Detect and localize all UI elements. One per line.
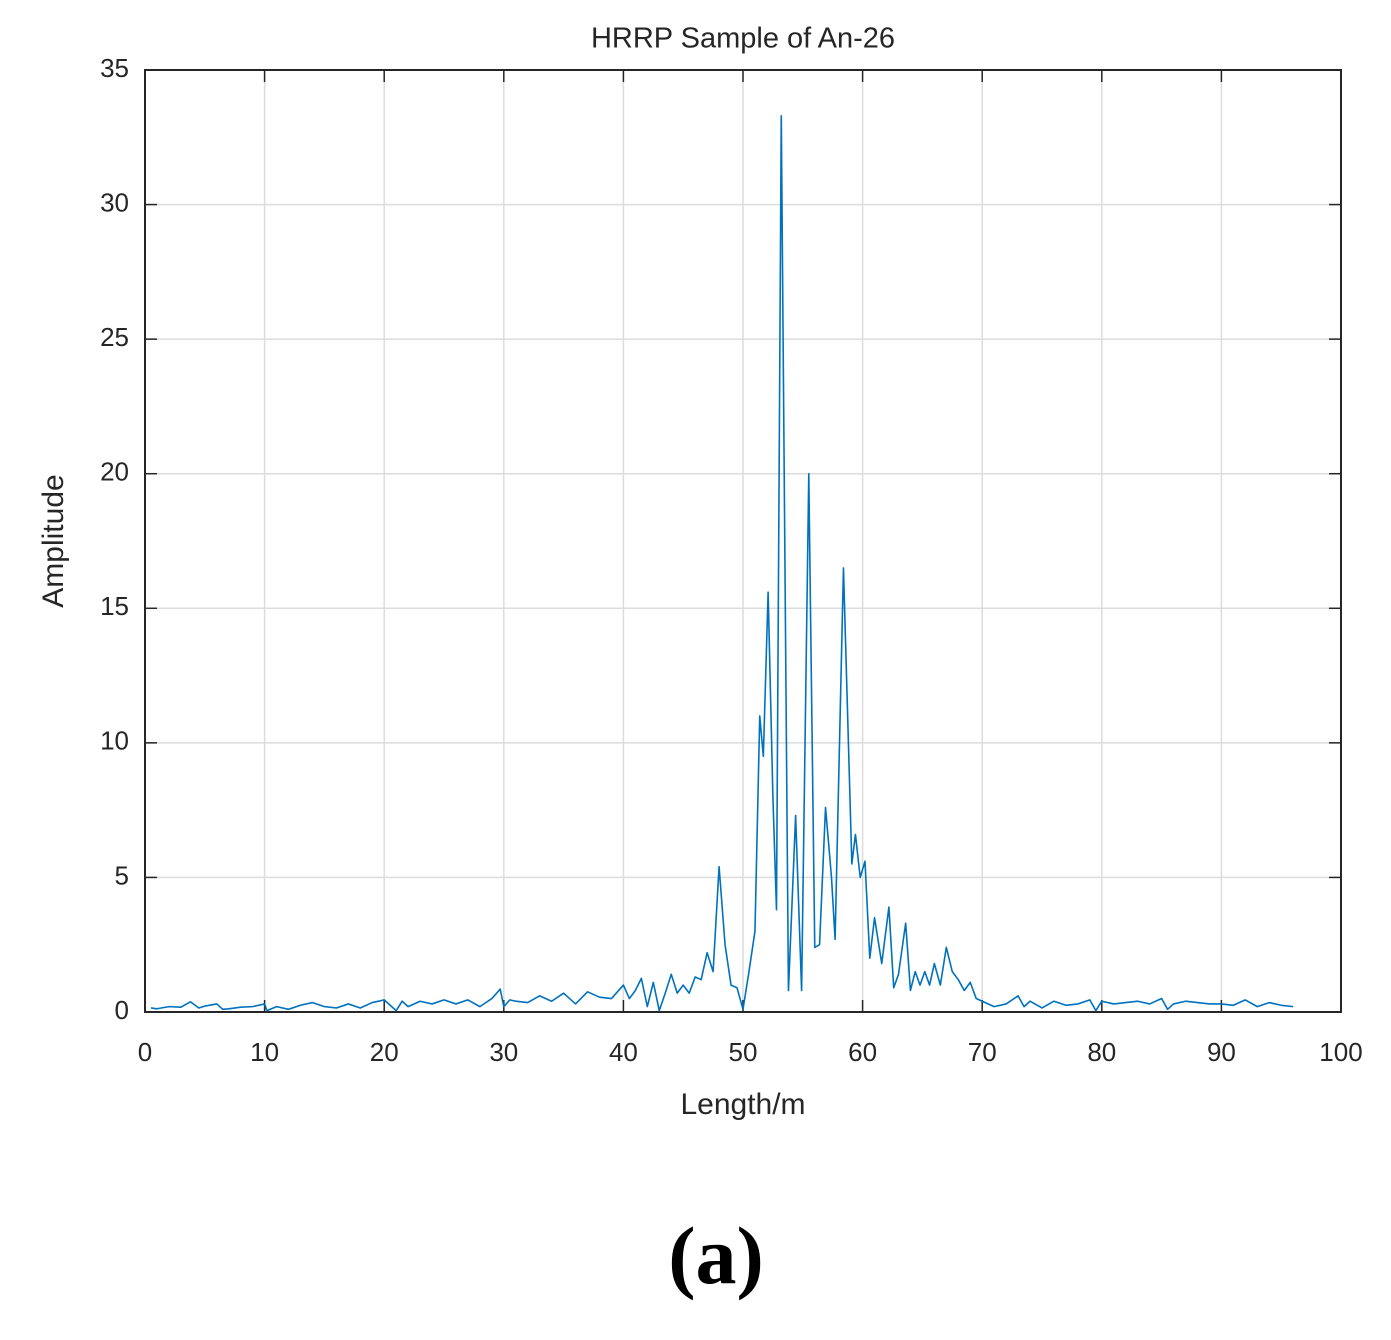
y-tick-label: 30 — [100, 187, 129, 217]
y-tick-label: 0 — [115, 995, 129, 1025]
y-tick-label: 25 — [100, 322, 129, 352]
chart-title: HRRP Sample of An-26 — [591, 23, 895, 55]
x-tick-label: 40 — [609, 1037, 638, 1067]
y-tick-label: 15 — [100, 591, 129, 621]
caption: (a) — [668, 1210, 764, 1301]
y-tick-label: 20 — [100, 457, 129, 487]
data-line — [150, 114, 1294, 1012]
y-axis-label: Amplitude — [37, 474, 70, 607]
x-tick-label: 50 — [729, 1037, 758, 1067]
x-tick-label: 10 — [250, 1037, 279, 1067]
y-tick-label: 35 — [100, 53, 129, 83]
x-tick-label: 90 — [1207, 1037, 1236, 1067]
x-tick-label: 80 — [1087, 1037, 1116, 1067]
x-tick-label: 0 — [138, 1037, 152, 1067]
y-tick-label: 10 — [100, 726, 129, 756]
x-axis-label: Length/m — [680, 1088, 805, 1121]
x-tick-label: 100 — [1319, 1037, 1362, 1067]
x-tick-label: 30 — [489, 1037, 518, 1067]
x-tick-label: 60 — [848, 1037, 877, 1067]
y-tick-label: 5 — [115, 860, 129, 890]
x-tick-label: 20 — [370, 1037, 399, 1067]
x-tick-label: 70 — [968, 1037, 997, 1067]
plot-frame — [144, 69, 1342, 1013]
